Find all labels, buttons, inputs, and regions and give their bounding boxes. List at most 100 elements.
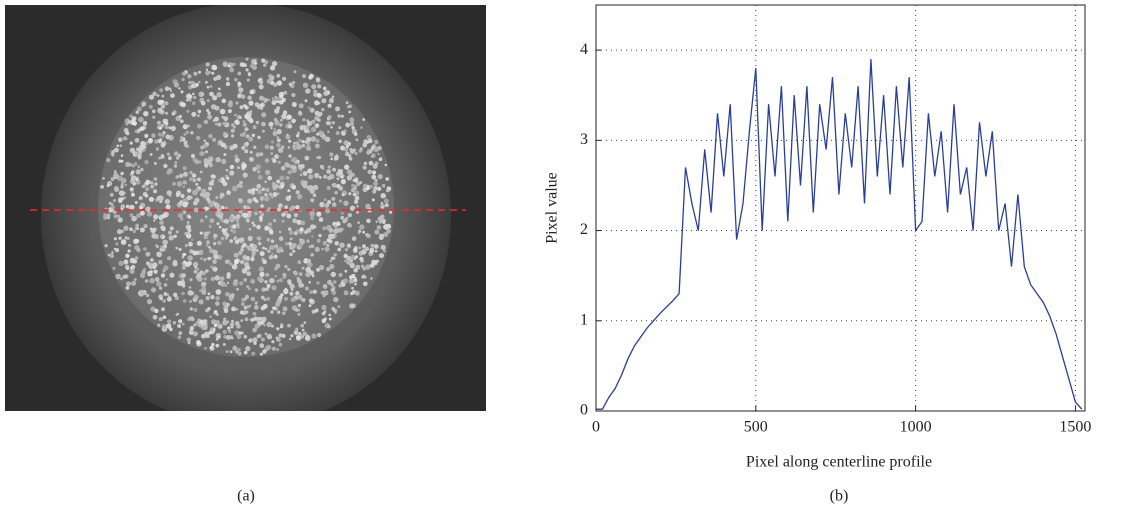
speckle [205,80,208,84]
speckle [113,247,117,251]
speckle [383,198,389,204]
speckle [340,179,346,185]
speckle [244,310,249,314]
speckle [246,111,252,117]
speckle [115,242,119,246]
speckle [179,119,184,124]
speckle [244,317,249,322]
speckle [355,210,360,214]
speckle [160,273,166,278]
profile-line [596,59,1083,410]
speckle [357,221,360,224]
y-tick-label: 1 [580,311,588,328]
speckle [209,91,214,97]
speckle [327,130,330,134]
speckle [215,296,220,301]
speckle [189,307,193,311]
speckle [150,181,154,185]
speckle [117,175,123,182]
speckle [276,279,280,283]
speckle [326,267,331,272]
speckle [280,293,284,297]
speckle [181,322,185,326]
speckle [218,225,222,229]
speckle [172,110,177,115]
speckle [297,131,301,135]
speckle [300,220,306,226]
speckle [145,179,151,185]
speckle [350,291,354,296]
speckle [206,334,210,339]
speckle [258,241,262,246]
speckle [246,78,250,82]
speckle [310,224,316,230]
speckle [208,224,212,228]
speckle [343,129,347,133]
speckle [377,174,383,180]
speckle [204,215,208,219]
speckle [237,351,242,356]
speckle [269,145,274,150]
speckle [287,267,291,272]
speckle [274,95,277,99]
speckle [203,235,208,240]
speckle [310,174,314,178]
speckle [237,94,242,99]
speckle [234,77,238,82]
speckle [292,249,296,253]
speckle [208,202,214,208]
speckle [150,270,153,273]
speckle [331,196,336,201]
x-tick-label: 1500 [1059,419,1091,436]
speckle [300,323,305,328]
speckle [278,333,283,338]
speckle [220,281,226,287]
speckle [289,230,294,236]
speckle [200,188,207,195]
speckle [217,240,222,246]
y-tick-label: 2 [580,221,588,238]
speckle [369,184,373,189]
speckle [247,189,253,194]
speckle [109,192,114,197]
speckle [348,157,353,161]
speckle [192,101,196,105]
speckle [381,183,386,188]
speckle [201,289,207,295]
speckle [189,278,193,282]
speckle [348,110,352,114]
speckle [116,144,119,148]
speckle [306,258,312,264]
speckle [203,277,207,281]
speckle [119,144,123,147]
speckle [161,324,167,330]
speckle [149,278,155,284]
speckle [165,204,171,210]
speckle [167,256,172,261]
speckle [252,65,257,70]
speckle [212,119,216,123]
speckle [237,166,240,170]
speckle [371,198,375,202]
speckle [254,61,258,65]
speckle [255,188,258,192]
speckle [372,163,378,169]
speckle [102,177,105,180]
speckle [252,197,257,202]
speckle [162,315,167,320]
speckle [278,91,285,98]
speckle [343,140,349,146]
speckle [137,155,142,160]
speckle [317,84,322,89]
speckle [177,153,182,157]
speckle [373,181,379,187]
speckle [180,90,184,94]
speckle [239,281,244,286]
speckle [270,310,274,314]
speckle [226,335,231,340]
speckle [215,203,221,209]
speckle [311,84,317,90]
speckle [214,122,218,126]
speckle [257,276,263,282]
speckle [233,216,237,220]
